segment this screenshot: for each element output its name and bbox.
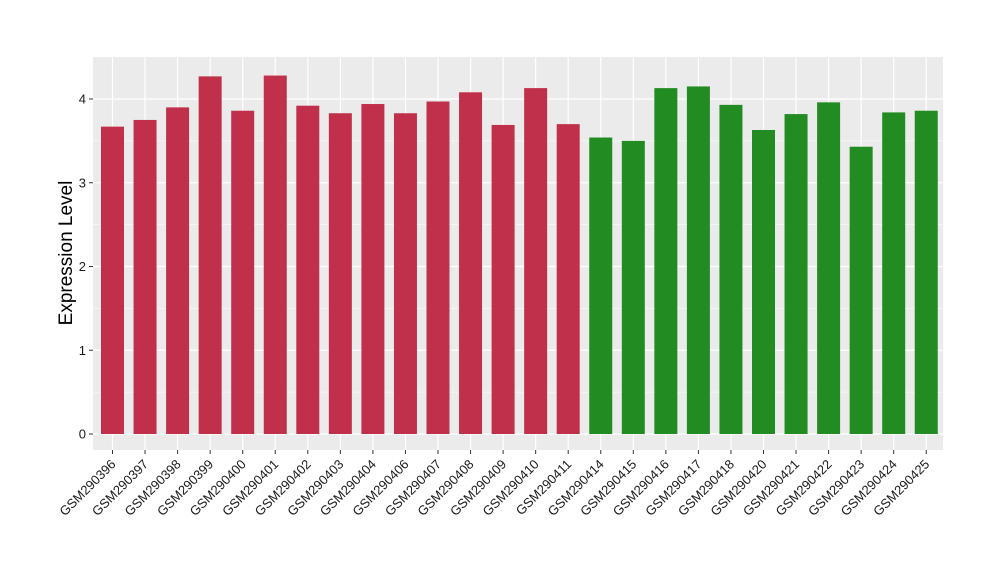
bar-GSM290407 [426,101,450,434]
bar-GSM290399 [198,76,222,434]
bar-GSM290422 [817,102,841,434]
bar-GSM290400 [231,110,255,434]
y-tick-label: 2 [79,259,86,274]
bar-GSM290415 [621,140,645,435]
bar-GSM290423 [849,146,873,435]
bar-GSM290424 [882,112,906,435]
bar-GSM290410 [524,88,548,435]
bar-GSM290406 [393,113,417,435]
bar-GSM290414 [589,137,613,434]
bar-GSM290411 [556,124,580,435]
y-tick-label: 3 [79,175,86,190]
y-tick-label: 1 [79,343,86,358]
bar-GSM290396 [101,126,124,434]
bar-GSM290425 [914,110,938,434]
y-tick-label: 4 [79,92,86,107]
y-axis-title: Expression Level [56,181,77,326]
bar-GSM290398 [166,107,190,435]
bar-GSM290421 [784,114,808,434]
bar-GSM290409 [491,124,515,435]
bar-GSM290403 [328,113,352,435]
bar-GSM290417 [686,86,710,434]
bar-GSM290418 [719,104,743,435]
bar-GSM290420 [752,129,775,435]
bars [101,75,938,435]
bar-GSM290401 [263,75,287,435]
bar-GSM290408 [459,92,483,435]
y-axis: 0 1 2 3 4 [79,92,93,442]
x-axis: GSM290396GSM290397GSM290398GSM290399GSM2… [56,450,932,519]
bar-GSM290416 [654,88,678,435]
bar-GSM290397 [133,119,157,434]
bar-GSM290404 [361,104,385,435]
bar-GSM290402 [296,105,320,434]
y-tick-label: 0 [79,427,86,442]
